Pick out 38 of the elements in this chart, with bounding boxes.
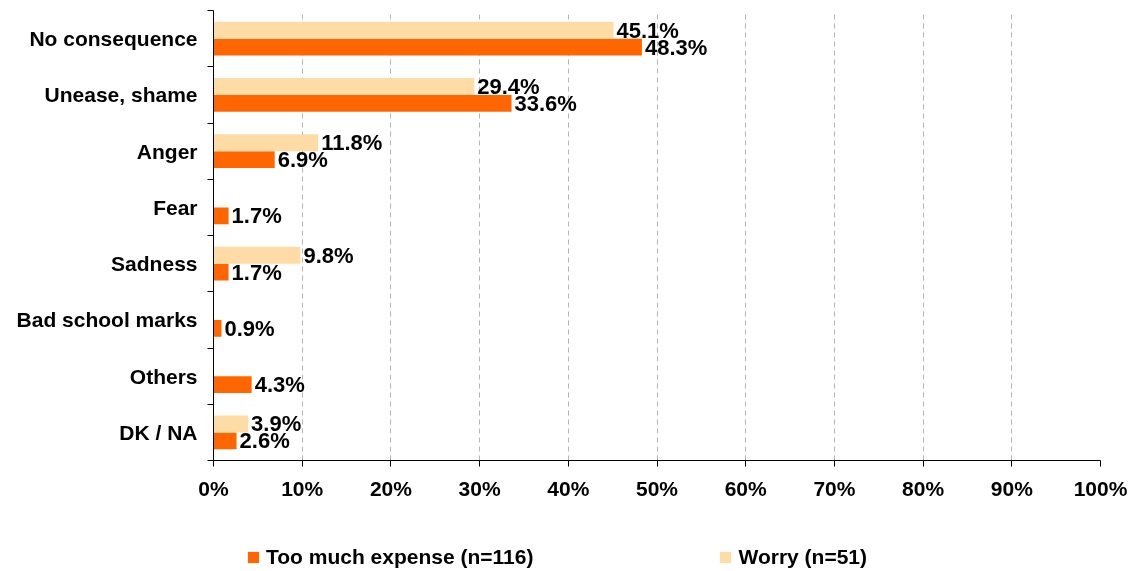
- y-tick-label: Unease, shame: [44, 83, 198, 107]
- y-tick-label: Sadness: [111, 252, 198, 276]
- y-tick-label: DK / NA: [119, 420, 198, 444]
- bar: [213, 134, 319, 152]
- bar: [213, 246, 301, 264]
- y-tick-label: Anger: [136, 139, 198, 163]
- x-tick-label: 10%: [281, 476, 324, 500]
- bar: [213, 151, 275, 168]
- bar: [213, 263, 229, 281]
- data-label: 1.7%: [231, 203, 282, 229]
- data-label: 9.8%: [303, 242, 354, 268]
- bar: [213, 207, 229, 225]
- bar: [213, 432, 237, 450]
- bar: [213, 94, 512, 112]
- bar: [213, 415, 249, 433]
- x-tick-label: 50%: [635, 476, 679, 500]
- legend-label: Worry (n=51): [738, 545, 868, 569]
- x-tick-label: 20%: [369, 476, 413, 500]
- bar: [213, 78, 475, 95]
- data-label: 0.9%: [224, 315, 275, 341]
- y-tick-label: Fear: [153, 195, 198, 219]
- x-tick-label: 100%: [1073, 476, 1128, 500]
- data-label: 1.7%: [231, 259, 282, 285]
- bar: [213, 38, 642, 56]
- legend-label: Too much expense (n=116): [266, 545, 534, 569]
- bar: [213, 21, 614, 39]
- y-tick-label: Others: [129, 364, 198, 388]
- x-tick-label: 70%: [813, 476, 856, 500]
- y-tick-label: Bad school marks: [16, 308, 198, 332]
- bar: [213, 376, 252, 393]
- x-tick-label: 30%: [458, 476, 501, 500]
- x-tick-label: 0%: [198, 476, 229, 500]
- x-tick-label: 60%: [724, 476, 768, 500]
- x-tick-label: 90%: [990, 476, 1034, 500]
- y-tick-label: No consequence: [29, 27, 198, 51]
- x-tick-label: 40%: [547, 476, 590, 500]
- data-label: 4.3%: [254, 372, 305, 398]
- x-tick-label: 80%: [902, 476, 945, 500]
